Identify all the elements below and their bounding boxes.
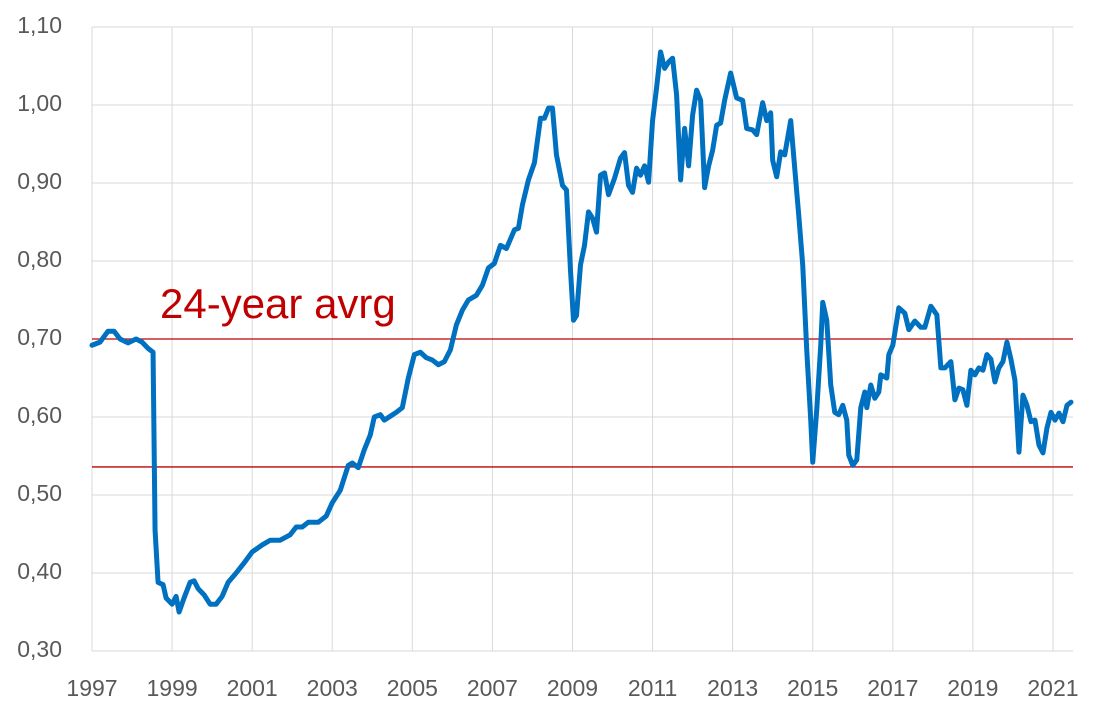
y-tick-label: 0,80 <box>17 246 62 272</box>
x-tick-label: 1997 <box>66 675 117 701</box>
x-tick-label: 2009 <box>547 675 598 701</box>
y-tick-label: 0,70 <box>17 324 62 350</box>
x-tick-label: 2017 <box>867 675 918 701</box>
x-tick-label: 2007 <box>467 675 518 701</box>
x-tick-label: 2019 <box>947 675 998 701</box>
x-tick-label: 2001 <box>227 675 278 701</box>
x-tick-label: 1999 <box>146 675 197 701</box>
x-tick-label: 2015 <box>787 675 838 701</box>
y-tick-label: 0,90 <box>17 168 62 194</box>
y-tick-label: 1,00 <box>17 90 62 116</box>
x-tick-label: 2011 <box>628 675 677 701</box>
y-tick-label: 0,60 <box>17 402 62 428</box>
y-tick-label: 1,10 <box>17 12 62 38</box>
x-tick-label: 2003 <box>307 675 358 701</box>
data-line <box>89 49 1074 615</box>
x-tick-label: 2021 <box>1027 675 1078 701</box>
x-tick-label: 2005 <box>387 675 438 701</box>
annotation: 24-year avrg <box>160 280 396 327</box>
y-tick-label: 0,40 <box>17 558 62 584</box>
y-tick-label: 0,30 <box>17 636 62 662</box>
x-tick-label: 2013 <box>707 675 758 701</box>
y-tick-label: 0,50 <box>17 480 62 506</box>
